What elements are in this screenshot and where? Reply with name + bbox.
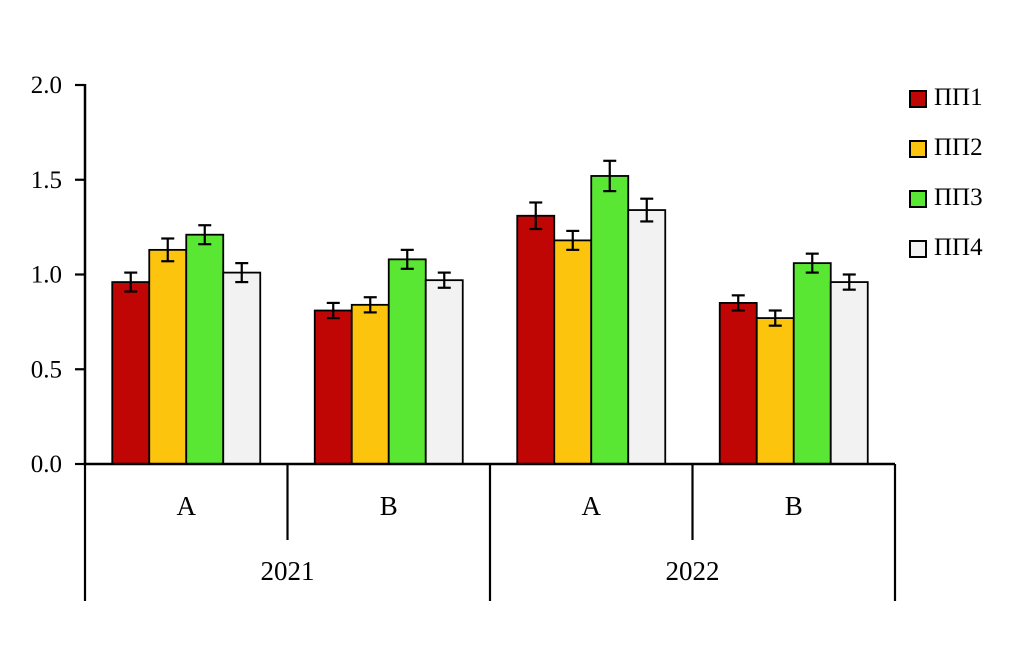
error-bar-series3-group1	[198, 224, 212, 246]
legend-label-pp1: ПП1	[934, 84, 983, 111]
y-tick-label: 1.5	[31, 167, 62, 194]
year-label: 2021	[261, 556, 315, 586]
bar-series4-group3	[627, 209, 667, 465]
error-bar-series2-group2	[363, 296, 377, 314]
error-bar-series1-group1	[124, 271, 138, 293]
bar-series2-group3	[553, 239, 593, 465]
legend-item-pp2: ПП2	[909, 124, 983, 174]
bar-series3-group3	[590, 175, 630, 465]
bar-series1-group2	[313, 309, 353, 465]
y-tick-label: 0.5	[31, 356, 62, 383]
y-tick-label: 2.0	[31, 72, 62, 99]
legend-label-pp3: ПП3	[934, 184, 983, 211]
legend: ПП1 ПП2 ПП3 ПП4	[909, 74, 983, 274]
bar-series3-group2	[387, 258, 427, 465]
bar-series2-group2	[350, 303, 390, 465]
group-label: A	[177, 491, 197, 521]
error-bar-series4-group2	[437, 271, 451, 289]
bar-series4-group1	[222, 271, 262, 465]
error-bar-series3-group4	[805, 252, 819, 274]
error-bar-series4-group1	[235, 262, 249, 284]
bar-series3-group1	[185, 233, 225, 465]
bar-series3-group4	[792, 262, 832, 465]
legend-item-pp3: ПП3	[909, 174, 983, 224]
error-bar-series2-group1	[161, 237, 175, 263]
legend-label-pp2: ПП2	[934, 134, 983, 161]
legend-swatch-pp2-icon	[909, 140, 927, 158]
error-bar-series4-group4	[842, 273, 856, 291]
bar-series1-group3	[516, 214, 556, 465]
error-bar-series2-group4	[768, 309, 782, 327]
legend-label-pp4: ПП4	[934, 234, 983, 261]
bar-series1-group4	[718, 302, 758, 465]
bar-series1-group1	[111, 281, 151, 465]
error-bar-series1-group3	[529, 201, 543, 231]
bar-series2-group4	[755, 317, 795, 465]
group-label: B	[785, 491, 803, 521]
error-bar-series3-group3	[603, 159, 617, 193]
group-label: B	[380, 491, 398, 521]
error-bar-series1-group2	[326, 301, 340, 320]
error-bar-series3-group2	[400, 248, 414, 270]
legend-item-pp1: ПП1	[909, 74, 983, 124]
group-label: A	[582, 491, 602, 521]
error-bar-series4-group3	[640, 197, 654, 223]
legend-item-pp4: ПП4	[909, 224, 983, 274]
legend-swatch-pp4-icon	[909, 240, 927, 258]
bar-series4-group2	[424, 279, 464, 465]
legend-swatch-pp1-icon	[909, 90, 927, 108]
error-bar-series2-group3	[566, 229, 580, 251]
y-tick-label: 0.0	[31, 451, 62, 478]
bar-series2-group1	[148, 248, 188, 465]
year-label: 2022	[666, 556, 720, 586]
bar-series4-group4	[829, 281, 869, 465]
error-bar-series1-group4	[731, 294, 745, 312]
y-tick-label: 1.0	[31, 262, 62, 289]
legend-swatch-pp3-icon	[909, 190, 927, 208]
